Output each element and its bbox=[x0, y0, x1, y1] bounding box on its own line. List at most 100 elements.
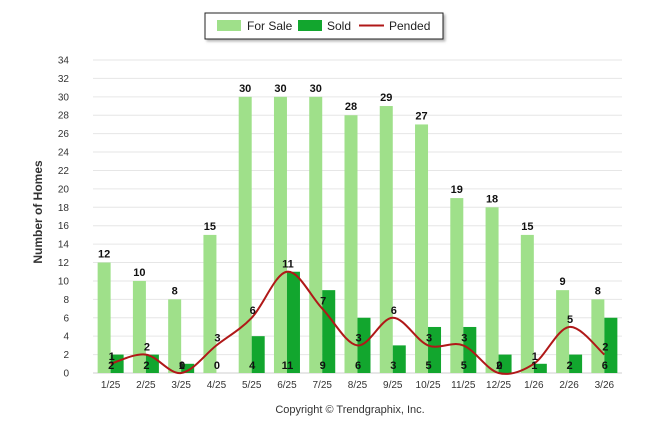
bar-sold-2-26 bbox=[569, 354, 583, 373]
label-sold-11-25: 5 bbox=[461, 360, 467, 372]
y-tick-label-26: 26 bbox=[58, 129, 70, 140]
label-sold-4-25: 0 bbox=[214, 360, 220, 372]
bar-sold-1-26 bbox=[533, 363, 547, 373]
y-tick-label-28: 28 bbox=[58, 111, 70, 122]
bar-for-sale-5-25 bbox=[238, 96, 252, 373]
pended-line-group bbox=[110, 270, 606, 375]
bar-for-sale-2-25 bbox=[132, 280, 146, 373]
label-sold-12-25: 2 bbox=[496, 360, 502, 372]
y-tick-label-32: 32 bbox=[58, 74, 70, 85]
x-tick-label-7-25: 7/25 bbox=[312, 380, 332, 391]
label-for-sale-3-25: 8 bbox=[172, 285, 178, 297]
label-for-sale-7-25: 30 bbox=[310, 83, 322, 95]
label-for-sale-4-25: 15 bbox=[204, 221, 216, 233]
x-tick-label-9-25: 9/25 bbox=[383, 380, 403, 391]
bar-for-sale-3-26 bbox=[591, 299, 605, 373]
x-tick-label-5-25: 5/25 bbox=[242, 380, 262, 391]
y-tick-label-20: 20 bbox=[58, 184, 70, 195]
legend-label-sold: Sold bbox=[327, 19, 351, 33]
label-pended-5-25: 6 bbox=[250, 305, 256, 317]
bars bbox=[97, 96, 618, 373]
legend-label-pended: Pended bbox=[389, 19, 430, 33]
bar-for-sale-2-26 bbox=[556, 290, 570, 373]
y-tick-label-14: 14 bbox=[58, 240, 70, 251]
y-tick-label-30: 30 bbox=[58, 92, 70, 103]
bar-sold-6-25 bbox=[286, 271, 300, 373]
label-sold-2-26: 2 bbox=[567, 360, 573, 372]
label-pended-6-25: 11 bbox=[282, 259, 294, 271]
x-tick-label-12-25: 12/25 bbox=[486, 380, 511, 391]
y-tick-label-22: 22 bbox=[58, 166, 70, 177]
bar-sold-5-25 bbox=[251, 336, 265, 373]
x-tick-label-3-25: 3/25 bbox=[171, 380, 191, 391]
legend-swatch-sold bbox=[298, 20, 322, 31]
y-tick-label-2: 2 bbox=[63, 350, 69, 361]
label-pended-2-25: 2 bbox=[144, 342, 150, 354]
bar-for-sale-8-25 bbox=[344, 115, 358, 373]
y-tick-label-8: 8 bbox=[63, 295, 69, 306]
y-tick-label-4: 4 bbox=[63, 332, 69, 343]
bar-for-sale-12-25 bbox=[485, 207, 499, 373]
x-tick-label-1-26: 1/26 bbox=[524, 380, 544, 391]
label-for-sale-5-25: 30 bbox=[239, 83, 251, 95]
y-tick-label-6: 6 bbox=[63, 313, 69, 324]
y-tick-label-0: 0 bbox=[63, 369, 69, 380]
bar-for-sale-1-25 bbox=[97, 262, 111, 373]
bar-sold-3-25 bbox=[181, 363, 195, 373]
label-pended-1-25: 1 bbox=[109, 351, 115, 363]
bar-for-sale-3-25 bbox=[168, 299, 182, 373]
label-pended-8-25: 3 bbox=[355, 332, 361, 344]
y-tick-label-16: 16 bbox=[58, 221, 70, 232]
label-sold-3-26: 6 bbox=[602, 360, 608, 372]
x-tick-label-3-26: 3/26 bbox=[595, 380, 615, 391]
x-tick-label-4-25: 4/25 bbox=[207, 380, 227, 391]
x-tick-label-8-25: 8/25 bbox=[348, 380, 368, 391]
y-axis-title: Number of Homes bbox=[31, 160, 45, 264]
bar-for-sale-9-25 bbox=[379, 106, 393, 373]
bar-for-sale-7-25 bbox=[309, 96, 323, 373]
y-tick-label-18: 18 bbox=[58, 203, 70, 214]
data-labels: 1221102281015033046301111309728632936275… bbox=[98, 83, 608, 372]
bar-for-sale-1-26 bbox=[520, 234, 534, 373]
copyright-credit: Copyright © Trendgraphix, Inc. bbox=[275, 404, 424, 416]
label-for-sale-12-25: 18 bbox=[486, 193, 498, 205]
bar-for-sale-4-25 bbox=[203, 234, 217, 373]
x-tick-label-11-25: 11/25 bbox=[451, 380, 476, 391]
label-sold-2-25: 2 bbox=[143, 360, 149, 372]
legend-swatch-for-sale bbox=[217, 20, 241, 31]
label-for-sale-2-25: 10 bbox=[133, 267, 145, 279]
x-tick-label-2-25: 2/25 bbox=[136, 380, 156, 391]
bar-sold-8-25 bbox=[357, 317, 371, 373]
label-pended-12-25: 0 bbox=[497, 360, 503, 372]
x-tick-label-2-26: 2/26 bbox=[559, 380, 579, 391]
label-pended-3-25: 0 bbox=[179, 360, 185, 372]
bar-for-sale-11-25 bbox=[450, 198, 464, 373]
label-pended-9-25: 6 bbox=[391, 305, 397, 317]
label-for-sale-6-25: 30 bbox=[274, 83, 286, 95]
bar-sold-3-26 bbox=[604, 317, 618, 373]
y-tick-label-24: 24 bbox=[58, 148, 70, 159]
legend-label-for-sale: For Sale bbox=[247, 19, 293, 33]
bar-sold-9-25 bbox=[392, 345, 406, 373]
label-pended-10-25: 3 bbox=[426, 332, 432, 344]
bar-sold-12-25 bbox=[498, 354, 512, 373]
label-sold-9-25: 3 bbox=[390, 360, 396, 372]
label-sold-3-25: 1 bbox=[179, 360, 185, 372]
label-sold-6-25: 11 bbox=[282, 360, 294, 372]
x-tick-label-1-25: 1/25 bbox=[101, 380, 121, 391]
label-pended-7-25: 7 bbox=[320, 296, 326, 308]
label-for-sale-1-25: 12 bbox=[98, 249, 110, 261]
legend-box bbox=[204, 12, 444, 40]
label-sold-8-25: 6 bbox=[355, 360, 361, 372]
legend: For Sale Sold Pended bbox=[204, 12, 444, 40]
label-pended-2-26: 5 bbox=[567, 314, 573, 326]
bar-for-sale-6-25 bbox=[273, 96, 287, 373]
y-tick-label-34: 34 bbox=[58, 56, 70, 67]
bar-sold-10-25 bbox=[428, 326, 442, 373]
label-for-sale-1-26: 15 bbox=[521, 221, 533, 233]
y-tick-label-12: 12 bbox=[58, 258, 70, 269]
label-pended-3-26: 2 bbox=[602, 342, 608, 354]
label-for-sale-10-25: 27 bbox=[415, 110, 427, 122]
